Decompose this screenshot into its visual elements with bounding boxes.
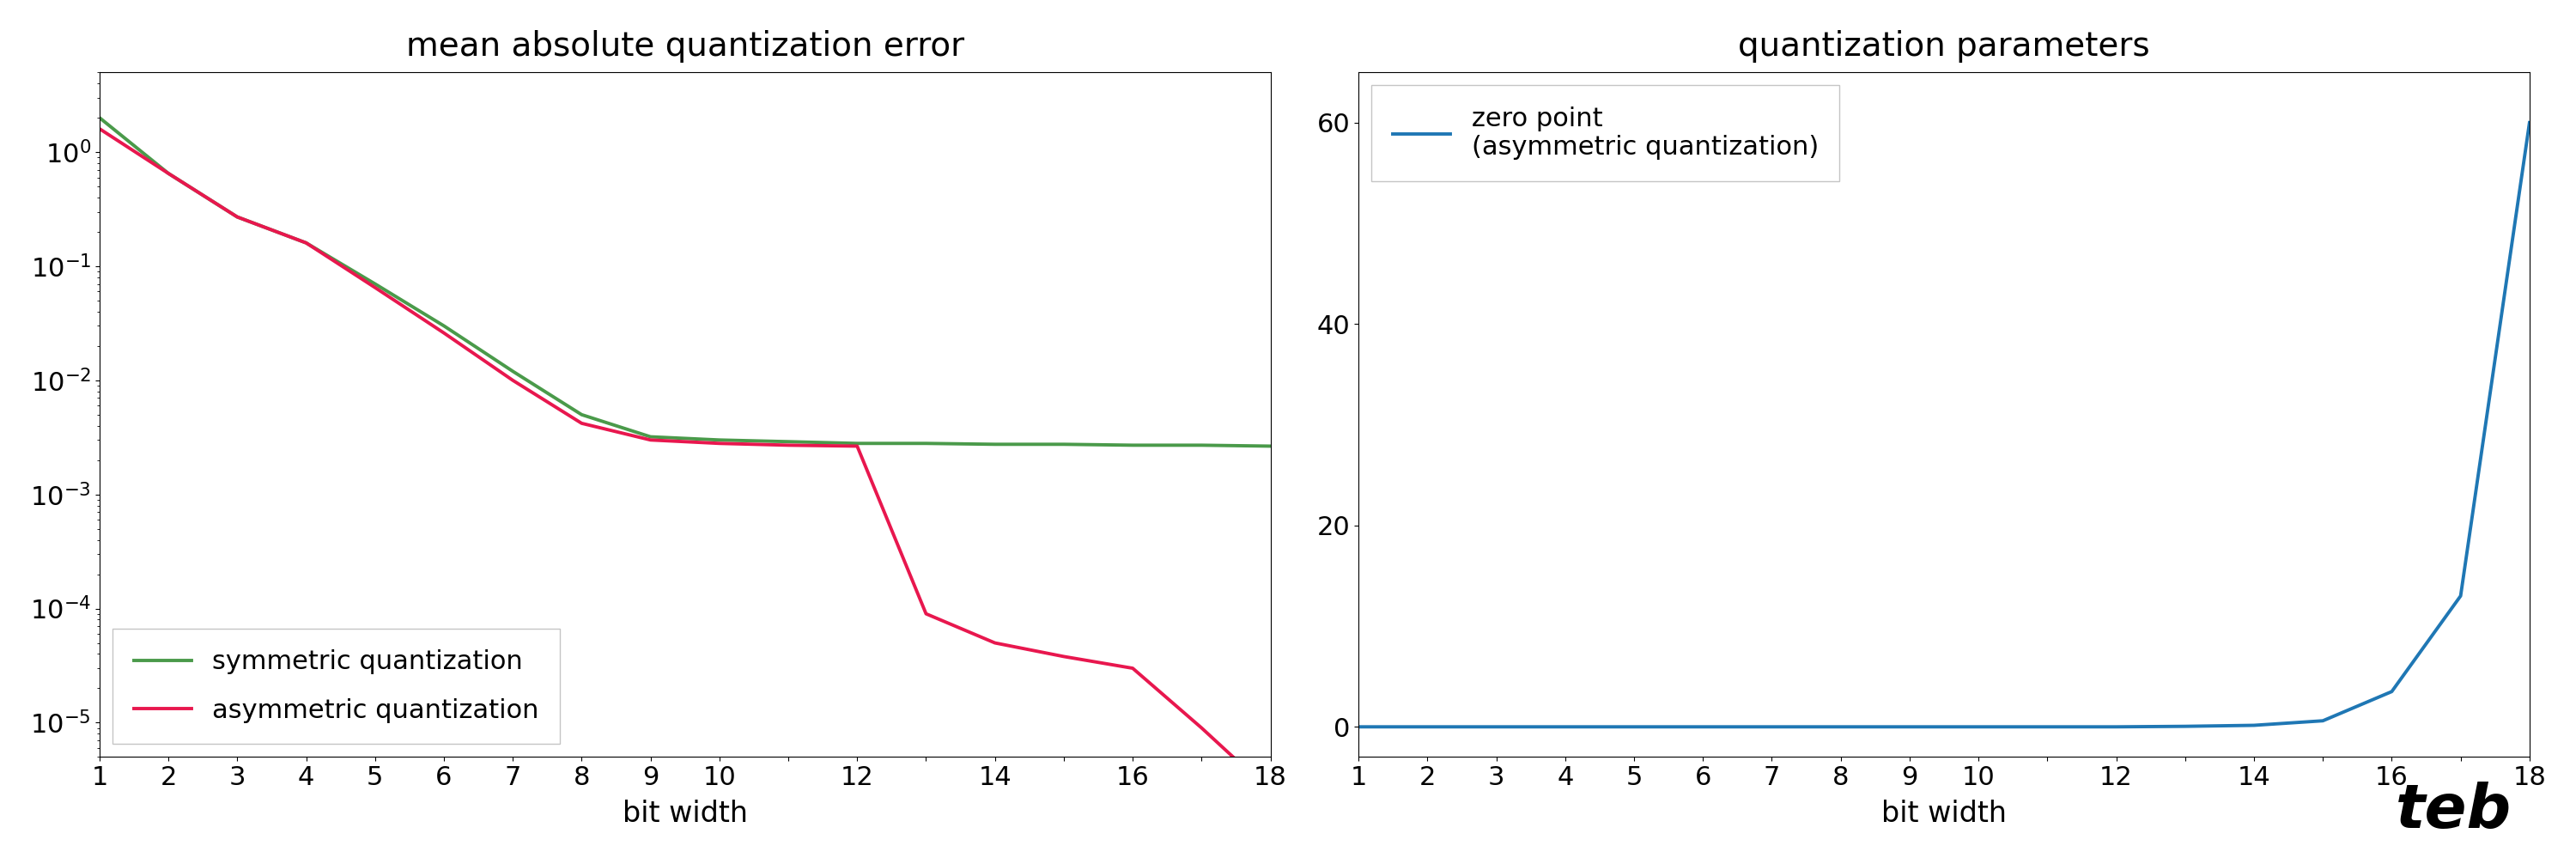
asymmetric quantization	[567, 418, 598, 428]
symmetric quantization	[428, 321, 459, 331]
asymmetric quantization	[979, 637, 1010, 648]
zero point
(asymmetric quantization)	[1826, 722, 1857, 732]
zero point
(asymmetric quantization)	[2032, 722, 2063, 732]
zero point
(asymmetric quantization)	[1412, 722, 1443, 732]
zero point
(asymmetric quantization)	[2375, 686, 2406, 697]
symmetric quantization	[497, 366, 528, 377]
symmetric quantization	[567, 409, 598, 420]
X-axis label: bit width: bit width	[1880, 800, 2007, 828]
asymmetric quantization	[1048, 651, 1079, 662]
asymmetric quantization	[1118, 663, 1149, 674]
symmetric quantization	[85, 112, 116, 123]
symmetric quantization	[1048, 439, 1079, 450]
Legend: zero point
(asymmetric quantization): zero point (asymmetric quantization)	[1370, 86, 1839, 181]
asymmetric quantization	[842, 441, 873, 451]
Title: quantization parameters: quantization parameters	[1739, 30, 2151, 63]
zero point
(asymmetric quantization)	[1963, 722, 1994, 732]
zero point
(asymmetric quantization)	[1757, 722, 1788, 732]
symmetric quantization	[703, 435, 734, 445]
symmetric quantization	[842, 438, 873, 449]
X-axis label: bit width: bit width	[623, 800, 747, 828]
zero point
(asymmetric quantization)	[1342, 722, 1373, 732]
zero point
(asymmetric quantization)	[2169, 722, 2200, 732]
zero point
(asymmetric quantization)	[2239, 720, 2269, 730]
asymmetric quantization	[1185, 722, 1216, 733]
symmetric quantization	[222, 212, 252, 222]
zero point
(asymmetric quantization)	[2445, 591, 2476, 601]
asymmetric quantization	[497, 375, 528, 385]
symmetric quantization	[1255, 441, 1285, 451]
zero point
(asymmetric quantization)	[1481, 722, 1512, 732]
symmetric quantization	[979, 439, 1010, 450]
zero point
(asymmetric quantization)	[1551, 722, 1582, 732]
symmetric quantization	[361, 279, 392, 289]
asymmetric quantization	[909, 608, 940, 619]
asymmetric quantization	[703, 438, 734, 449]
asymmetric quantization	[773, 440, 804, 450]
symmetric quantization	[909, 438, 940, 449]
Line: zero point
(asymmetric quantization): zero point (asymmetric quantization)	[1358, 123, 2530, 727]
asymmetric quantization	[636, 435, 667, 445]
asymmetric quantization	[85, 124, 116, 134]
Text: teb: teb	[2396, 782, 2512, 841]
symmetric quantization	[773, 437, 804, 447]
asymmetric quantization	[361, 282, 392, 293]
asymmetric quantization	[222, 212, 252, 222]
zero point
(asymmetric quantization)	[1687, 722, 1718, 732]
zero point
(asymmetric quantization)	[2102, 722, 2133, 732]
symmetric quantization	[291, 238, 322, 248]
asymmetric quantization	[1255, 786, 1285, 796]
zero point
(asymmetric quantization)	[2514, 118, 2545, 128]
asymmetric quantization	[428, 328, 459, 338]
zero point
(asymmetric quantization)	[1618, 722, 1649, 732]
zero point
(asymmetric quantization)	[2308, 716, 2339, 726]
asymmetric quantization	[152, 168, 183, 178]
zero point
(asymmetric quantization)	[1893, 722, 1924, 732]
Legend: symmetric quantization, asymmetric quantization: symmetric quantization, asymmetric quant…	[113, 629, 559, 744]
Line: asymmetric quantization: asymmetric quantization	[100, 129, 1270, 791]
symmetric quantization	[636, 432, 667, 442]
Title: mean absolute quantization error: mean absolute quantization error	[407, 30, 963, 63]
symmetric quantization	[1118, 440, 1149, 450]
symmetric quantization	[152, 168, 183, 178]
asymmetric quantization	[291, 238, 322, 248]
Line: symmetric quantization: symmetric quantization	[100, 118, 1270, 446]
symmetric quantization	[1185, 440, 1216, 450]
